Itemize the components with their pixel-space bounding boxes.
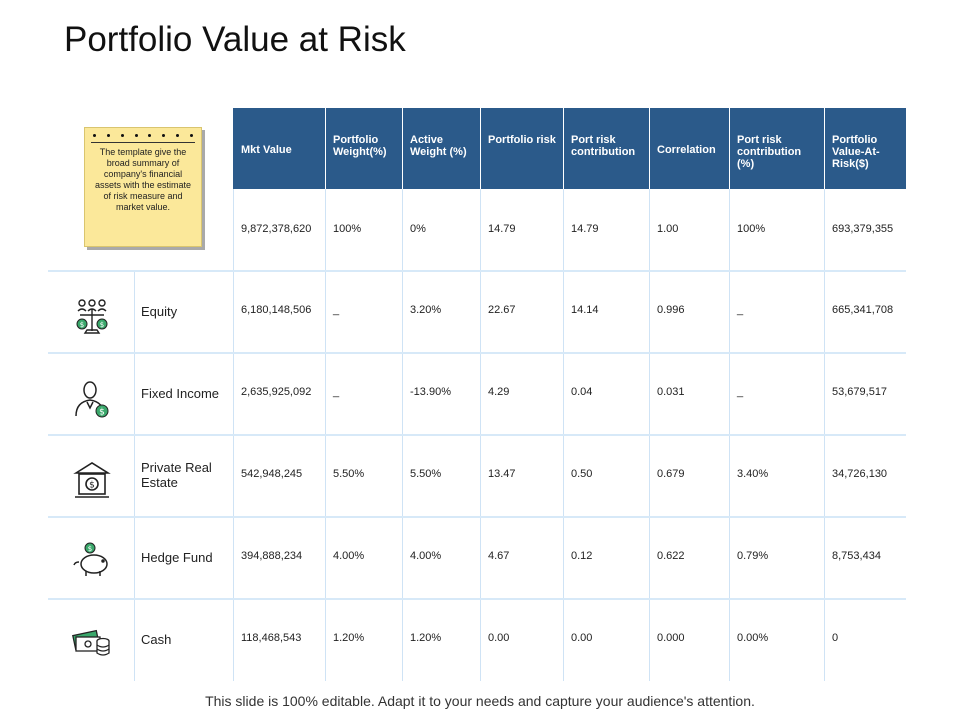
table-cell: 1.20%	[333, 632, 365, 644]
table-cell: 0.000	[657, 632, 685, 644]
table-cell: 118,468,543	[241, 632, 302, 644]
table-cell: 5.50%	[410, 468, 442, 480]
table-cell: 693,379,355	[832, 223, 894, 235]
header-cell: Portfolio risk	[488, 134, 556, 146]
table-cell: 14.14	[571, 304, 599, 316]
table-cell: 1.00	[657, 223, 679, 235]
table-cell: 542,948,245	[241, 468, 303, 480]
header-cell: Mkt Value	[241, 144, 292, 156]
table-cell: 0.00	[571, 632, 593, 644]
table-cell: 0.996	[657, 304, 685, 316]
table-cell: 100%	[333, 223, 362, 235]
table-cell: 0.04	[571, 386, 593, 398]
page-title: Portfolio Value at Risk	[64, 20, 406, 59]
table-cell: 1.20%	[410, 632, 442, 644]
table-cell: _	[737, 304, 744, 316]
table-cell: 0.679	[657, 468, 685, 480]
table-header	[233, 108, 906, 189]
svg-text:$: $	[88, 545, 92, 553]
svg-text:$: $	[80, 321, 84, 329]
row-label: Cash	[141, 632, 172, 647]
row-label: Hedge Fund	[141, 550, 213, 565]
table-cell: _	[333, 386, 340, 398]
table-cell: 0.622	[657, 550, 685, 562]
table-cell: 0.12	[571, 550, 593, 562]
table-cell: 0.50	[571, 468, 593, 480]
piggy-bank-icon: $	[73, 542, 108, 576]
table-cell: 0.031	[657, 386, 685, 398]
row-label: Private Real Estate	[141, 460, 212, 490]
header-divider	[325, 108, 326, 189]
header-divider	[729, 108, 730, 189]
header-cell: Active Weight (%)	[410, 134, 467, 158]
header-cell: Port risk contribution (%)	[737, 134, 802, 170]
row-divider	[48, 434, 906, 436]
table-cell: 14.79	[488, 223, 516, 235]
table-cell: _	[737, 386, 744, 398]
header-divider	[402, 108, 403, 189]
header-cell: Portfolio Value-At-Risk($)	[832, 134, 880, 170]
header-cell: Port risk contribution	[571, 134, 636, 158]
row-label: Fixed Income	[141, 386, 220, 401]
businessman-dollar-icon: $	[75, 381, 109, 418]
cash-coins-icon	[72, 629, 110, 656]
table-cell: 3.20%	[410, 304, 442, 316]
table-cell: 0%	[410, 223, 426, 235]
row-label: Equity	[141, 304, 178, 319]
header-divider	[563, 108, 564, 189]
table-cell: -13.90%	[410, 386, 451, 398]
header-cell: Correlation	[657, 144, 716, 156]
table-cell: 2,635,925,092	[241, 386, 312, 398]
table-cell: 4.00%	[333, 550, 365, 562]
table-cell: 394,888,234	[241, 550, 303, 562]
table-cell: 8,753,434	[832, 550, 881, 562]
table-cell: 3.40%	[737, 468, 769, 480]
table-cell: 34,726,130	[832, 468, 888, 480]
table-cell: 22.67	[488, 304, 516, 316]
table-cell: 0.79%	[737, 550, 769, 562]
table-cell: 4.29	[488, 386, 510, 398]
table-cell: 53,679,517	[832, 386, 888, 398]
note-dots	[91, 128, 195, 143]
table-cell: 5.50%	[333, 468, 365, 480]
header-divider	[480, 108, 481, 189]
table-cell: 0	[832, 632, 839, 644]
table-cell: 0.00	[488, 632, 510, 644]
table-cell: 9,872,378,620	[241, 223, 312, 235]
header-divider	[649, 108, 650, 189]
row-divider	[48, 598, 906, 600]
bank-building-icon: $	[73, 462, 111, 498]
row-divider	[48, 270, 906, 272]
svg-text:$: $	[89, 481, 95, 491]
table-cell: 0.00%	[737, 632, 769, 644]
table-cell: 4.00%	[410, 550, 442, 562]
svg-text:$: $	[100, 321, 104, 329]
table-cell: 6,180,148,506	[241, 304, 312, 316]
svg-text:$: $	[99, 408, 105, 418]
table-cell: 665,341,708	[832, 304, 894, 316]
table-cell: 4.67	[488, 550, 510, 562]
icon-column-divider	[134, 271, 135, 681]
header-divider	[824, 108, 825, 189]
table-cell: 13.47	[488, 468, 516, 480]
footer-note: This slide is 100% editable. Adapt it to…	[205, 693, 755, 709]
table-cell: 14.79	[571, 223, 599, 235]
scales-money-people-icon: $ $	[76, 299, 108, 334]
row-divider	[48, 516, 906, 518]
header-cell: Portfolio Weight(%)	[333, 134, 387, 158]
note-text: The template give the broad summary of c…	[94, 147, 192, 212]
table-cell: 100%	[737, 223, 766, 235]
sticky-note: The template give the broad summary of c…	[84, 127, 202, 247]
table-cell: _	[333, 304, 340, 316]
row-divider	[48, 352, 906, 354]
